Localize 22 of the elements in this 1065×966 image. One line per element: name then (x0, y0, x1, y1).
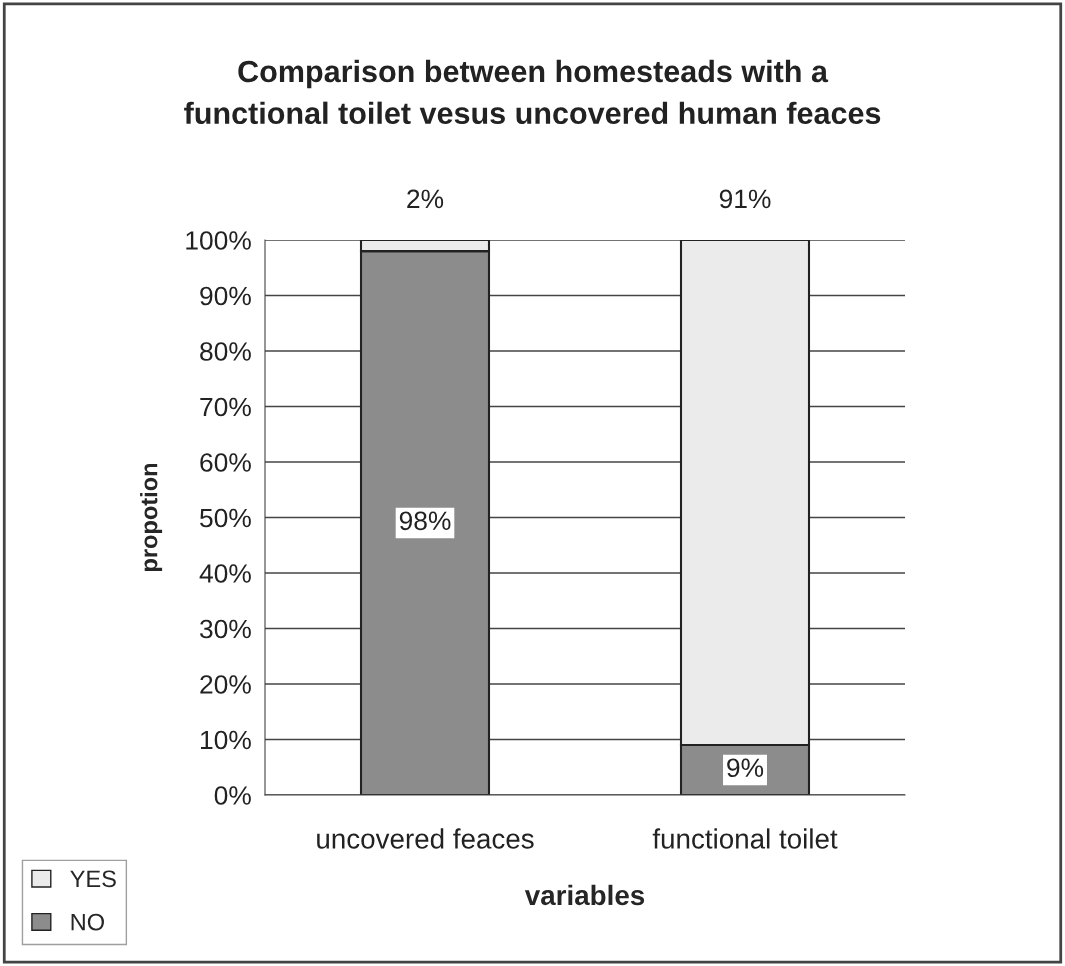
data-label: 2% (407, 189, 444, 209)
y-tick-label: 0% (214, 786, 251, 805)
y-tick-label: 80% (200, 342, 251, 361)
y-tick-label: 100% (186, 231, 251, 250)
y-tick-label: 70% (200, 397, 251, 417)
x-axis-title: variables (524, 884, 645, 906)
x-tick-label: uncovered feaces (317, 828, 534, 849)
data-label: 98% (399, 511, 451, 531)
data-label: 91% (719, 189, 771, 209)
chart-title: Comparison between homesteads with a functional toilet vesus uncovered human feaces (184, 59, 881, 125)
y-tick-label: 20% (200, 675, 251, 694)
y-tick-label: 10% (201, 730, 251, 750)
data-label: 9% (727, 758, 764, 778)
y-tick-label: 40% (199, 564, 251, 583)
legend-label: YES (70, 870, 116, 888)
legend-label: NO (71, 913, 104, 931)
y-tick-label: 90% (200, 286, 251, 306)
x-tick-label: functional toilet (652, 828, 838, 849)
y-tick-label: 60% (200, 453, 251, 472)
y-tick-label: 30% (200, 619, 251, 639)
y-tick-label: 50% (200, 508, 251, 528)
y-axis-title: propotion (140, 463, 163, 572)
